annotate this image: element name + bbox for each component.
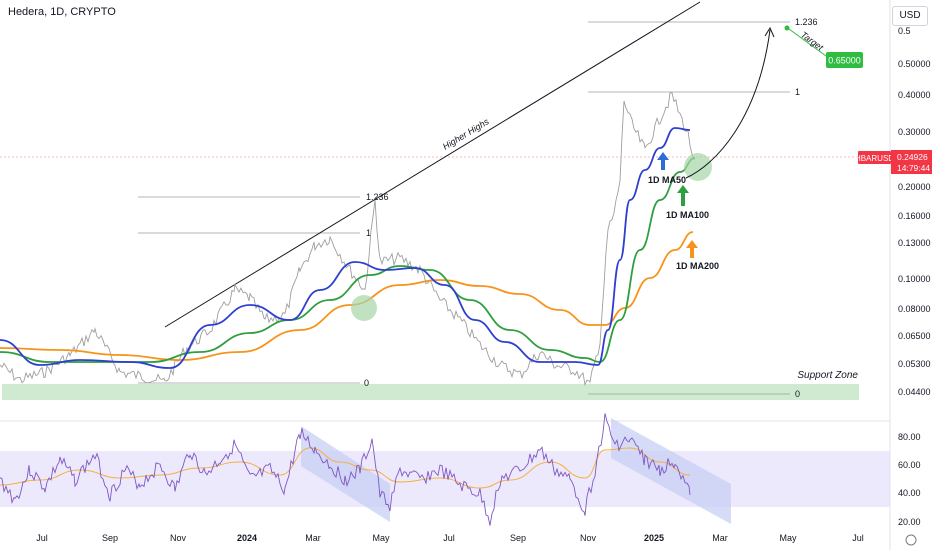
time-tick: Nov <box>580 533 597 543</box>
price-pane <box>0 0 890 420</box>
price-tick-partial: 0.5 <box>898 26 911 36</box>
ma100-arrow <box>677 185 689 206</box>
time-tick: Jul <box>443 533 455 543</box>
ma200-label: 1D MA200 <box>676 261 719 271</box>
settings-icon[interactable] <box>905 534 917 546</box>
time-tick: 2025 <box>644 533 664 543</box>
higher-highs-trendline <box>164 1 701 328</box>
bar-countdown: 14:79:44 <box>897 163 930 173</box>
fib-label: 0 <box>364 378 369 388</box>
fib-label: 1 <box>795 87 800 97</box>
price-tick: 0.05300 <box>898 359 931 369</box>
ma100-touch-circle-1 <box>351 295 377 321</box>
projection-curve <box>685 29 771 179</box>
rsi-band <box>0 451 890 507</box>
rsi-axis[interactable]: 80.00 60.00 40.00 20.00 <box>898 432 921 527</box>
fib-label: 1.236 <box>795 17 818 27</box>
rsi-series <box>0 413 691 526</box>
time-tick: May <box>779 533 797 543</box>
current-price: 0.24926 <box>897 152 928 162</box>
time-tick: May <box>372 533 390 543</box>
rsi-tick: 40.00 <box>898 488 921 498</box>
time-tick: Sep <box>510 533 526 543</box>
target-value: 0.65000 <box>828 56 861 66</box>
price-tick: 0.13000 <box>898 238 931 248</box>
price-tick: 0.30000 <box>898 127 931 137</box>
price-tag <box>891 150 932 174</box>
fib-label: 0 <box>795 389 800 399</box>
fib-label: 1.236 <box>366 192 389 202</box>
price-tick: 0.40000 <box>898 90 931 100</box>
target-dot <box>784 25 790 31</box>
rsi-tick: 60.00 <box>898 460 921 470</box>
time-tick: Jul <box>36 533 48 543</box>
projection-arrowhead <box>764 26 775 38</box>
time-tick: Mar <box>712 533 728 543</box>
time-tick: Nov <box>170 533 187 543</box>
rsi-ma-series <box>0 447 691 489</box>
price-tick: 0.04400 <box>898 387 931 397</box>
price-tick: 0.50000 <box>898 59 931 69</box>
ma50-series <box>0 127 691 369</box>
ma100-label: 1D MA100 <box>666 210 709 220</box>
symbol-name: HBARUSD <box>855 154 894 163</box>
ma50-arrow <box>657 152 669 170</box>
ma200-arrow <box>686 240 698 258</box>
target-badge <box>826 52 863 68</box>
time-axis[interactable]: Jul Sep Nov 2024 Mar May Jul Sep Nov 202… <box>36 533 864 543</box>
price-axis[interactable]: 0.5 0.50000 0.40000 0.30000 0.20000 0.16… <box>898 26 931 397</box>
chart-title: Hedera, 1D, CRYPTO <box>8 6 116 18</box>
time-tick: Sep <box>102 533 118 543</box>
ma100-touch-circle-2 <box>684 153 712 181</box>
rsi-channel-1 <box>301 426 390 522</box>
rsi-tick: 80.00 <box>898 432 921 442</box>
rsi-channel-2 <box>611 418 731 524</box>
price-tick: 0.16000 <box>898 211 931 221</box>
fib-label: 1 <box>366 228 371 238</box>
support-zone <box>2 384 859 400</box>
currency-button[interactable]: USD <box>892 6 928 26</box>
time-tick: 2024 <box>237 533 257 543</box>
ma50-label: 1D MA50 <box>648 175 686 185</box>
price-tick: 0.06500 <box>898 331 931 341</box>
time-tick: Mar <box>305 533 321 543</box>
ma100-series <box>0 157 696 363</box>
support-zone-label: Support Zone <box>797 370 858 381</box>
target-connector <box>788 28 827 57</box>
price-tick: 0.08000 <box>898 304 931 314</box>
price-tick: 0.10000 <box>898 274 931 284</box>
price-series <box>0 92 695 387</box>
price-tick: 0.20000 <box>898 182 931 192</box>
symbol-tag <box>858 151 891 164</box>
rsi-tick: 20.00 <box>898 517 921 527</box>
time-tick: Jul <box>852 533 864 543</box>
